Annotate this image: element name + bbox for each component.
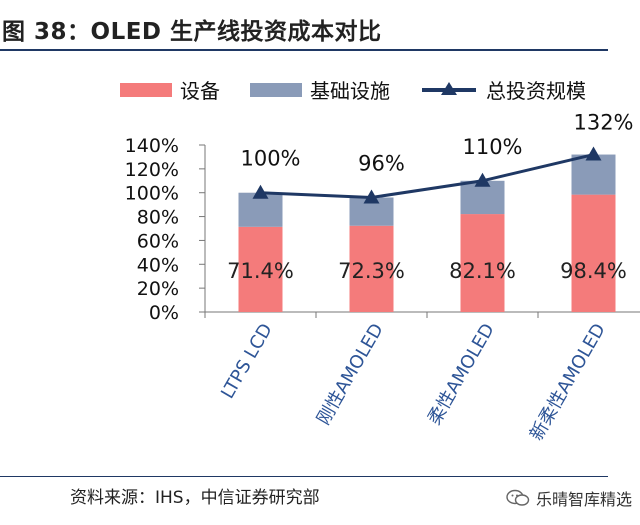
y-tick-label: 60% [137,230,179,252]
x-category-label: 新柔性AMOLED [526,320,610,444]
legend-label-equipment: 设备 [180,79,220,103]
total-value-label: 100% [240,147,300,171]
chart: 设备 基础设施 总投资规模 0%20%40%60%80%100%120%140% 7… [120,79,640,444]
legend-marker-total [441,82,457,95]
total-marker [363,189,380,204]
chart-title: 图 38：OLED 生产线投资成本对比 [2,19,382,45]
total-value-label: 132% [573,111,633,135]
y-tick-label: 140% [125,135,179,157]
y-tick-label: 120% [125,159,179,181]
bar-value-label: 71.4% [227,259,294,283]
bar-equipment [238,226,283,312]
x-category-label: 柔性AMOLED [424,320,499,429]
y-tick-label: 80% [137,207,179,229]
legend-label-infrastructure: 基础设施 [310,79,390,103]
total-marker [585,146,602,161]
bar-value-label: 82.1% [449,259,516,283]
watermark-text: 乐晴智库精选 [535,490,632,509]
data-labels: 71.4% 72.3% 82.1% 98.4% 100% 96% 110% 132% [227,111,633,283]
y-tick-label: 0% [149,302,179,324]
x-category-label: LTPS LCD [217,320,277,402]
source-note: 资料来源：IHS，中信证券研究部 [70,488,320,508]
legend: 设备 基础设施 总投资规模 [120,79,586,103]
total-value-label: 110% [462,135,522,159]
x-category-label: 刚性AMOLED [313,320,388,429]
bars [238,154,616,312]
total-line [252,146,602,204]
bar-equipment [571,194,616,312]
y-tick-label: 20% [137,278,179,300]
bar-value-label: 72.3% [338,259,405,283]
legend-swatch-equipment [120,83,172,97]
total-marker [474,172,491,187]
x-axis-categories: LTPS LCD 刚性AMOLED 柔性AMOLED 新柔性AMOLED [217,320,610,444]
total-marker [252,184,269,199]
bar-equipment [349,225,394,312]
y-tick-label: 100% [125,183,179,205]
total-value-label: 96% [358,151,405,175]
watermark: 乐晴智库精选 [506,486,632,510]
legend-label-total: 总投资规模 [486,79,586,103]
y-tick-label: 40% [137,254,179,276]
legend-swatch-infrastructure [250,83,302,97]
total-line-path [260,153,594,199]
y-axis: 0%20%40%60%80%100%120%140% [125,135,640,324]
bar-value-label: 98.4% [560,259,627,283]
footer-divider [0,476,608,477]
bar-infrastructure [571,154,616,195]
wechat-icon [506,489,530,506]
title-divider [0,49,608,51]
bar-equipment [460,214,505,312]
